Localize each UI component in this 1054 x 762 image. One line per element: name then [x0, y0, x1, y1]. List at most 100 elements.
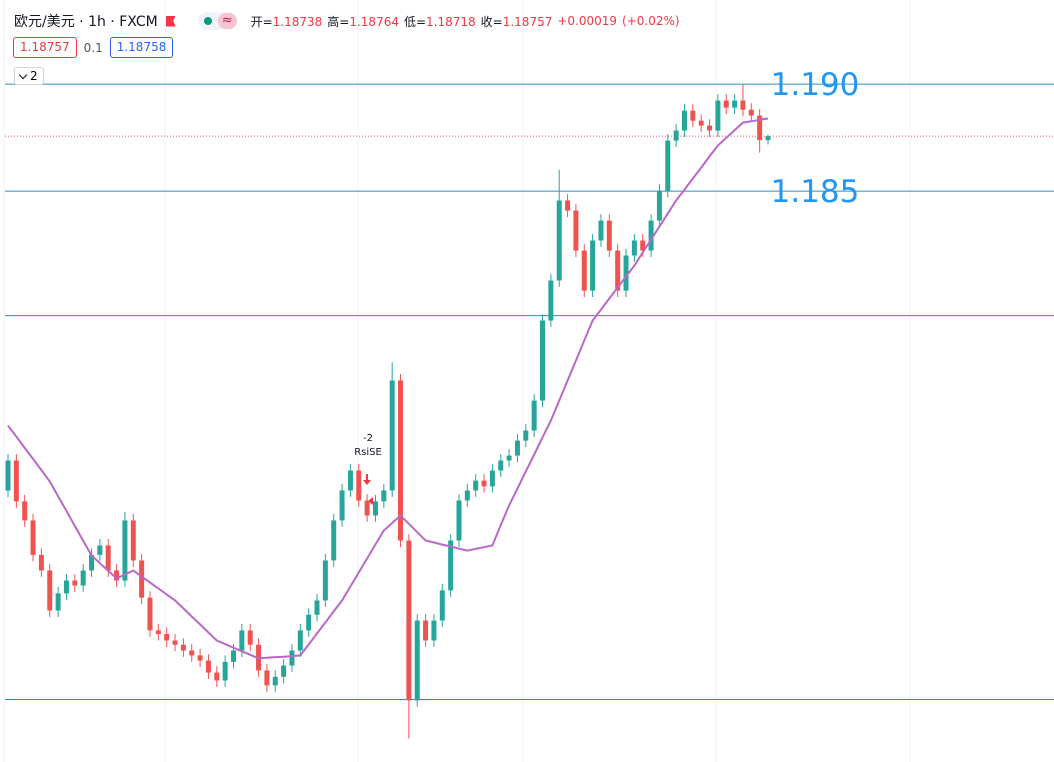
candle-body — [55, 593, 61, 611]
candle-body — [448, 540, 454, 591]
candle-body — [72, 580, 78, 586]
signal-arrow — [363, 474, 371, 485]
candle-body — [364, 500, 370, 516]
candle-body — [130, 520, 136, 561]
candle-body — [5, 460, 11, 491]
ohlc-values: 开=1.18738 高=1.18764 低=1.18718 收=1.18757 — [251, 13, 553, 30]
candle-body — [489, 470, 495, 487]
signal-label: RsiSE — [354, 447, 382, 458]
candle-body — [372, 501, 378, 516]
candle-body — [723, 100, 729, 108]
candle-body — [197, 655, 203, 661]
candle-body — [30, 520, 36, 555]
candle-body — [673, 130, 679, 141]
candle-body — [406, 540, 412, 701]
candle-body — [623, 255, 629, 291]
candle-body — [189, 650, 195, 656]
candle-body — [322, 560, 328, 601]
candle-body — [473, 480, 479, 491]
candle-body — [264, 670, 270, 686]
ohlc-label: 收= — [480, 14, 503, 29]
candle-body — [615, 250, 621, 291]
candle-body — [648, 220, 654, 251]
candle-body — [698, 120, 704, 126]
candle-body — [732, 100, 738, 108]
candle-body — [222, 661, 228, 681]
candle-body — [247, 630, 253, 645]
candle-body — [464, 490, 470, 501]
candle-body — [606, 220, 612, 251]
candle-body — [423, 620, 429, 641]
candle-body — [548, 280, 554, 321]
candle-body — [105, 545, 111, 571]
candle-body — [63, 580, 69, 594]
chevron — [18, 70, 28, 79]
indicator-count: 2 — [30, 69, 38, 83]
candle-body — [740, 100, 746, 110]
candle-body — [439, 590, 445, 621]
ohlc-item: 低=1.18718 — [404, 13, 476, 30]
candle-body — [748, 109, 754, 116]
symbol: 欧元/美元 · 1h · FXCM — [14, 14, 158, 30]
candle-body — [314, 600, 320, 615]
ohlc-item: 高=1.18764 — [327, 13, 399, 30]
ohlc-value: 1.18757 — [502, 14, 553, 29]
candle-body — [765, 136, 771, 141]
ask-box[interactable]: 1.18758 — [109, 37, 174, 58]
moving-average — [7, 117, 769, 660]
candle-body — [347, 470, 353, 491]
candle-body — [581, 250, 587, 291]
candle-body — [13, 460, 19, 502]
candle-body — [214, 672, 220, 681]
ohlc-item: 收=1.18757 — [481, 13, 553, 30]
candle-body — [715, 100, 721, 131]
candle-body — [205, 660, 211, 673]
candle-body — [389, 380, 395, 491]
candle-body — [180, 644, 186, 651]
candle-body — [523, 430, 529, 441]
ohlc-value: 1.18738 — [272, 14, 323, 29]
indicator-toggle[interactable]: 2 — [14, 67, 44, 85]
candle-body — [431, 620, 437, 641]
candle-body — [230, 650, 236, 662]
candle-body — [356, 470, 362, 501]
candle-body — [598, 220, 604, 241]
candle-body — [565, 200, 571, 211]
candle-body — [239, 630, 245, 651]
bid-box[interactable]: 1.18757 — [13, 37, 77, 58]
candle-body — [122, 520, 128, 581]
candle-body — [339, 490, 345, 521]
candle-body — [640, 240, 646, 251]
candle-body — [114, 570, 120, 581]
ohlc-label: 开= — [250, 14, 273, 29]
candle-body — [481, 480, 487, 487]
flag-icon[interactable] — [165, 15, 176, 27]
signal-count: -2 — [363, 433, 373, 444]
candles — [5, 84, 771, 739]
candle-body — [272, 676, 278, 686]
candle-body — [381, 490, 387, 502]
candle-body — [665, 140, 671, 191]
change-pct: (+0.02%) — [622, 14, 680, 28]
candle-body — [289, 650, 295, 666]
candle-body — [498, 460, 504, 471]
candle-body — [22, 501, 28, 521]
candle-body — [707, 125, 713, 131]
candle-body — [631, 240, 637, 256]
candle-body — [281, 665, 287, 677]
candle-body — [89, 554, 95, 571]
candle-body — [172, 640, 178, 645]
candle-body — [514, 440, 520, 456]
status-pill[interactable]: ≈ — [197, 12, 237, 30]
candle-body — [573, 210, 579, 251]
candle-body — [531, 400, 537, 431]
badge: ≈ — [217, 13, 237, 29]
candle-body — [456, 500, 462, 541]
candle-body — [80, 570, 86, 586]
candle-body — [540, 320, 546, 401]
spread: 0.1 — [83, 40, 103, 55]
line-label: 1.190 — [771, 67, 860, 103]
candle-body — [656, 190, 662, 221]
ohlc-label: 低= — [403, 14, 427, 29]
candle-body — [297, 630, 303, 651]
